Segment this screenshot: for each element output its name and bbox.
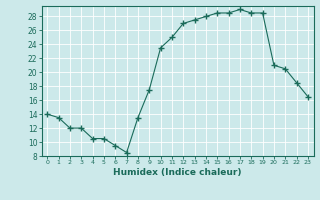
X-axis label: Humidex (Indice chaleur): Humidex (Indice chaleur) <box>113 168 242 177</box>
